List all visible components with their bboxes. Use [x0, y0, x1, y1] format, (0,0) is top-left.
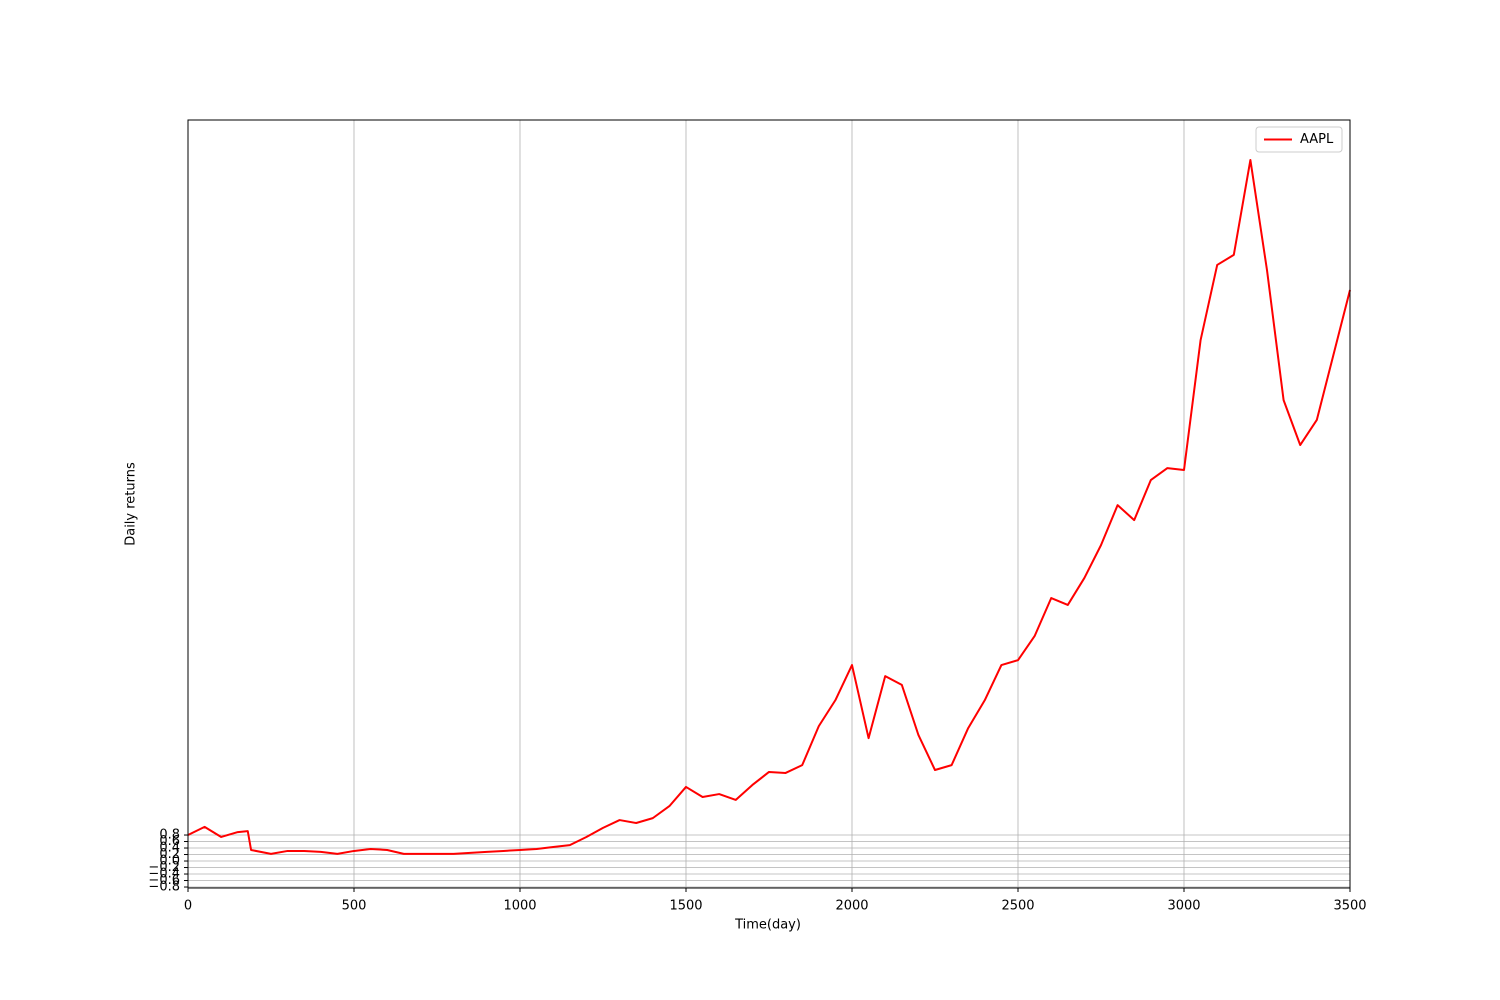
y-tick-label: 0.0 — [159, 854, 180, 869]
y-tick-label: −0.4 — [148, 867, 180, 882]
x-tick-label: 2500 — [1001, 899, 1034, 914]
y-tick-label: 0.4 — [159, 841, 180, 856]
x-tick-label: 1500 — [669, 899, 702, 914]
x-tick-label: 3000 — [1167, 899, 1200, 914]
y-tick-label: 0.2 — [159, 847, 180, 862]
legend-label: AAPL — [1300, 132, 1334, 147]
x-tick-label: 500 — [342, 899, 367, 914]
x-axis-label: Time(day) — [734, 918, 801, 933]
y-tick-label: −0.2 — [148, 860, 180, 875]
y-axis-label: Daily returns — [124, 462, 139, 546]
legend-box — [1255, 126, 1343, 153]
x-tick-label: 2000 — [835, 899, 868, 914]
x-tick-label: 0 — [184, 899, 192, 914]
plot-frame — [187, 119, 1351, 889]
x-tick-label: 1000 — [503, 899, 536, 914]
y-tick-label: 0.8 — [159, 828, 180, 843]
y-tick-label: −0.6 — [148, 873, 180, 888]
y-tick-label: −0.8 — [148, 880, 180, 895]
y-tick-label: 0.6 — [159, 834, 180, 849]
data-line — [187, 158, 1351, 855]
x-tick-label: 3500 — [1333, 899, 1366, 914]
